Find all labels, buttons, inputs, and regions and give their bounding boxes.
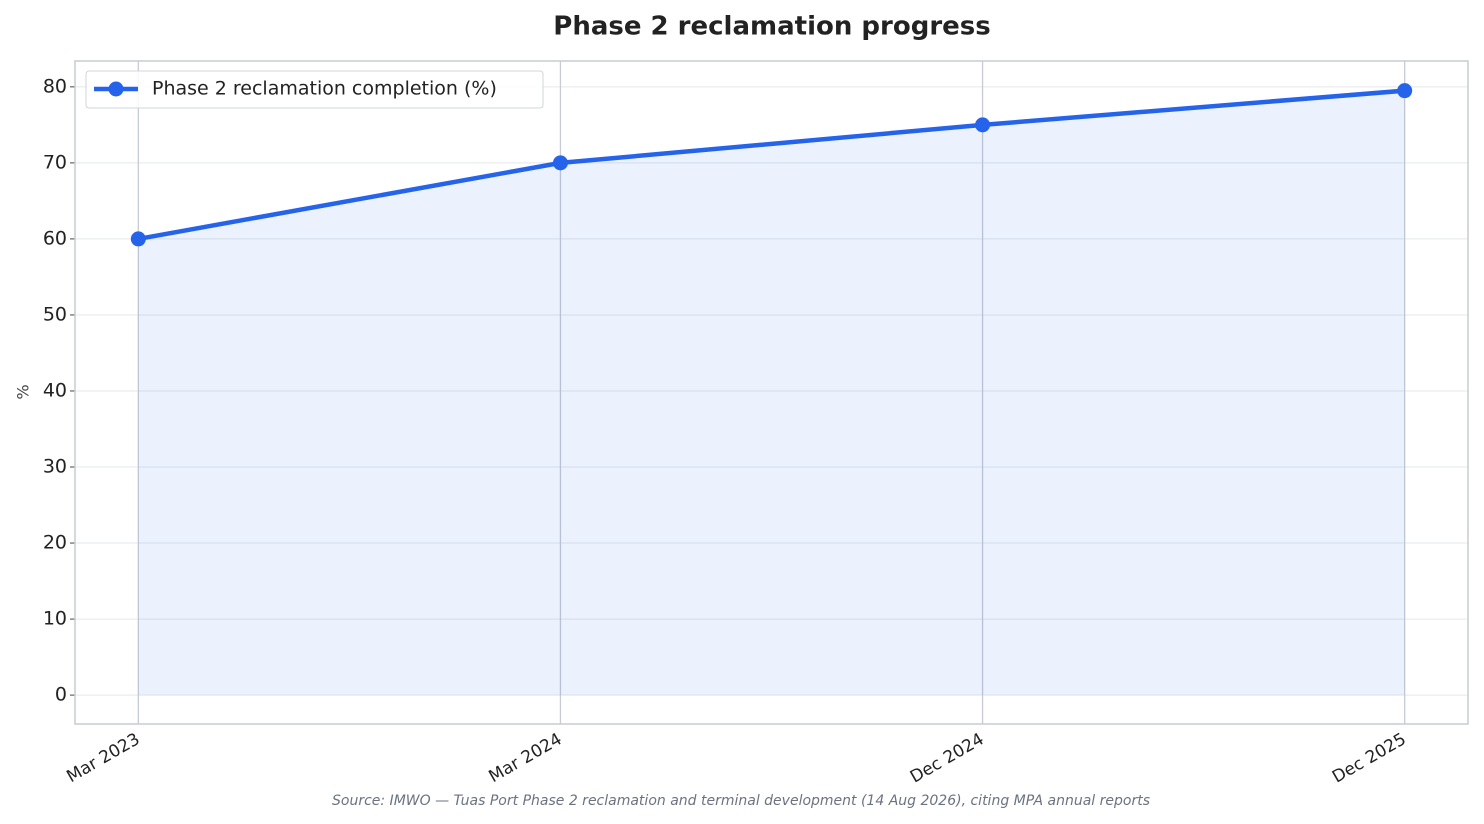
y-tick-label: 70 bbox=[43, 151, 67, 173]
y-tick-label: 20 bbox=[43, 532, 67, 554]
y-tick-label: 0 bbox=[55, 684, 67, 706]
y-tick-label: 60 bbox=[43, 227, 67, 249]
y-tick-label: 10 bbox=[43, 608, 67, 630]
x-tick-label: Mar 2024 bbox=[486, 729, 566, 787]
legend: Phase 2 reclamation completion (%) bbox=[85, 70, 544, 109]
point bbox=[1397, 83, 1413, 99]
legend-box bbox=[85, 70, 544, 109]
y-tick-label: 30 bbox=[43, 456, 67, 478]
x-tick-label: Mar 2023 bbox=[63, 729, 143, 787]
x-tick-label: Dec 2025 bbox=[1329, 729, 1410, 787]
y-axis-label: % bbox=[14, 384, 33, 399]
point bbox=[975, 117, 991, 133]
area bbox=[138, 90, 1405, 696]
legend-marker bbox=[108, 81, 124, 97]
legend-label: Phase 2 reclamation completion (%) bbox=[152, 78, 497, 100]
source-note: Source: IMWO — Tuas Port Phase 2 reclama… bbox=[332, 793, 1150, 809]
plot-frame bbox=[74, 60, 1469, 725]
y-tick-label: 40 bbox=[43, 379, 67, 401]
x-tick-label: Dec 2024 bbox=[907, 729, 988, 787]
y-tick-label: 50 bbox=[43, 303, 67, 325]
point bbox=[130, 231, 146, 247]
chart-title: Phase 2 reclamation progress bbox=[553, 12, 990, 42]
line bbox=[137, 88, 1405, 242]
y-tick-label: 80 bbox=[43, 75, 67, 97]
point bbox=[552, 155, 568, 171]
